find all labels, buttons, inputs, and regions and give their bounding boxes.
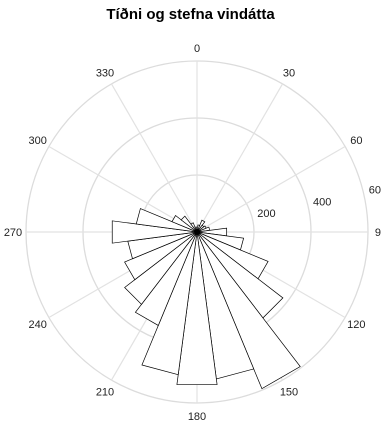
axis-labels: 0 30 60 90 120 150 180 210 240 270 300 330 200 400 600 [4, 43, 381, 421]
direction-label-210: 210 [96, 386, 114, 398]
direction-label-30: 30 [283, 68, 295, 80]
direction-label-120: 120 [347, 319, 365, 331]
radial-label-200: 200 [257, 208, 275, 220]
wind-sectors [111, 208, 301, 390]
sector-285 [135, 208, 198, 233]
direction-label-60: 60 [350, 135, 362, 147]
direction-label-180: 180 [188, 411, 206, 421]
grid-spoke-30 [196, 83, 284, 233]
radial-label-400: 400 [313, 196, 331, 208]
direction-label-240: 240 [28, 319, 46, 331]
grid-spoke-60 [196, 145, 346, 233]
direction-label-0: 0 [194, 43, 200, 55]
direction-label-330: 330 [96, 68, 114, 80]
sector-345 [194, 226, 198, 233]
direction-label-90: 90 [375, 227, 381, 239]
grid-spoke-330 [110, 83, 198, 233]
direction-label-300: 300 [28, 135, 46, 147]
chart-title: Tíðni og stefna vindátta [106, 6, 275, 23]
grid-spoke-300 [48, 145, 198, 233]
direction-label-150: 150 [280, 386, 298, 398]
direction-label-270: 270 [4, 227, 22, 239]
radial-label-600: 600 [369, 185, 381, 197]
